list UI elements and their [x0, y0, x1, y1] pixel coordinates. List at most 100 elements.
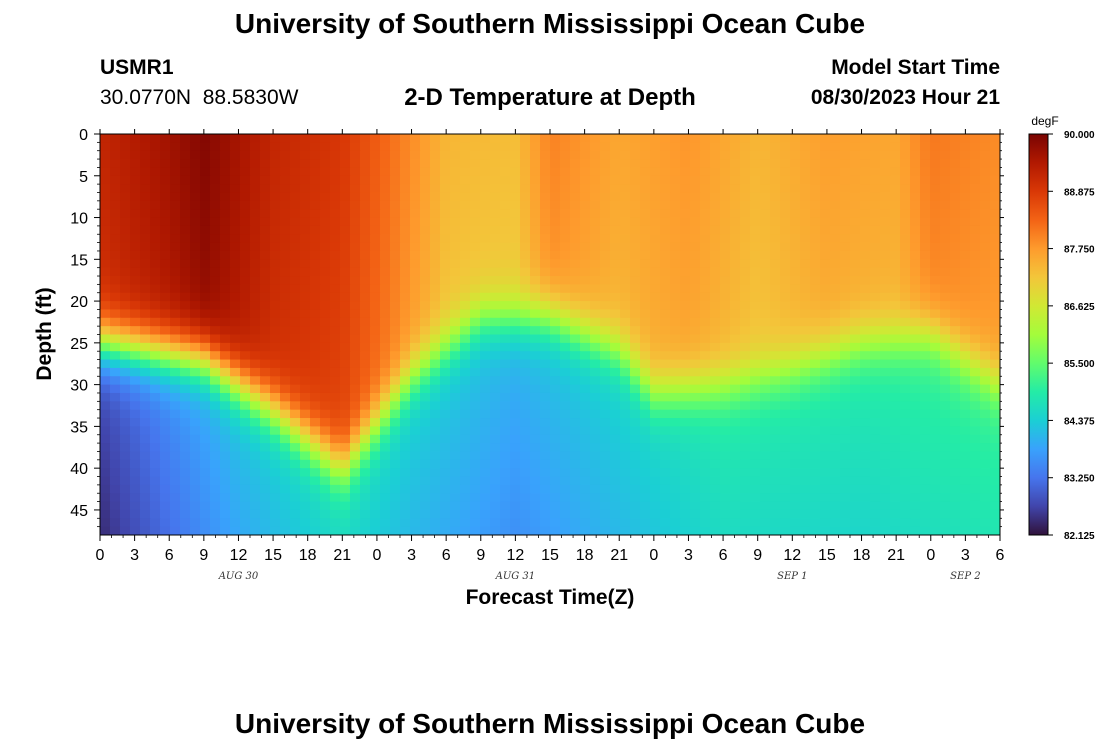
heatmap-cell — [630, 401, 641, 411]
heatmap-cell — [460, 150, 471, 160]
heatmap-cell — [800, 184, 811, 194]
heatmap-cell — [920, 367, 931, 377]
heatmap-cell — [180, 384, 191, 394]
heatmap-cell — [400, 150, 411, 160]
heatmap-cell — [530, 217, 541, 227]
heatmap-cell — [410, 301, 421, 311]
heatmap-cell — [340, 200, 351, 210]
heatmap-cell — [200, 175, 211, 185]
heatmap-cell — [910, 526, 921, 535]
heatmap-cell — [570, 217, 581, 227]
heatmap-cell — [940, 526, 951, 535]
heatmap-cell — [640, 134, 651, 143]
heatmap-cell — [360, 326, 371, 336]
heatmap-cell — [510, 159, 521, 169]
heatmap-cell — [290, 234, 301, 244]
heatmap-cell — [110, 493, 121, 503]
heatmap-cell — [620, 351, 631, 361]
heatmap-cell — [540, 342, 551, 352]
heatmap-cell — [870, 192, 881, 202]
heatmap-cell — [620, 334, 631, 344]
heatmap-cell — [320, 459, 331, 469]
heatmap-cell — [700, 443, 711, 453]
heatmap-cell — [620, 359, 631, 369]
heatmap-cell — [740, 493, 751, 503]
heatmap-cell — [580, 484, 591, 494]
heatmap-cell — [620, 317, 631, 327]
heatmap-cell — [380, 184, 391, 194]
heatmap-cell — [620, 392, 631, 402]
heatmap-cell — [640, 426, 651, 436]
heatmap-cell — [320, 184, 331, 194]
heatmap-cell — [200, 367, 211, 377]
heatmap-cell — [420, 250, 431, 260]
heatmap-cell — [920, 192, 931, 202]
heatmap-cell — [360, 392, 371, 402]
heatmap-cell — [200, 443, 211, 453]
heatmap-cell — [830, 376, 841, 386]
heatmap-cell — [460, 225, 471, 235]
heatmap-cell — [110, 426, 121, 436]
heatmap-cell — [360, 351, 371, 361]
heatmap-cell — [780, 459, 791, 469]
heatmap-cell — [310, 501, 321, 511]
heatmap-cell — [140, 376, 151, 386]
heatmap-cell — [350, 309, 361, 319]
heatmap-cell — [720, 509, 731, 519]
heatmap-cell — [320, 426, 331, 436]
heatmap-cell — [800, 451, 811, 461]
heatmap-cell — [210, 451, 221, 461]
heatmap-cell — [920, 426, 931, 436]
heatmap-cell — [660, 401, 671, 411]
heatmap-cell — [200, 225, 211, 235]
heatmap-cell — [390, 342, 401, 352]
heatmap-cell — [160, 301, 171, 311]
heatmap-cell — [550, 259, 561, 269]
heatmap-cell — [400, 326, 411, 336]
heatmap-cell — [130, 501, 141, 511]
heatmap-cell — [680, 259, 691, 269]
heatmap-cell — [840, 217, 851, 227]
heatmap-cell — [810, 468, 821, 478]
heatmap-cell — [670, 134, 681, 143]
heatmap-cell — [740, 342, 751, 352]
heatmap-cell — [620, 150, 631, 160]
heatmap-cell — [520, 192, 531, 202]
heatmap-cell — [440, 501, 451, 511]
heatmap-cell — [350, 501, 361, 511]
heatmap-cell — [690, 267, 701, 277]
heatmap-cell — [130, 134, 141, 143]
heatmap-cell — [300, 359, 311, 369]
heatmap-cell — [280, 518, 291, 528]
heatmap-cell — [260, 326, 271, 336]
heatmap-cell — [110, 292, 121, 302]
heatmap-cell — [980, 409, 991, 419]
heatmap-cell — [720, 459, 731, 469]
heatmap-cell — [180, 501, 191, 511]
heatmap-cell — [350, 342, 361, 352]
heatmap-cell — [170, 434, 181, 444]
heatmap-cell — [550, 209, 561, 219]
heatmap-cell — [110, 434, 121, 444]
heatmap-cell — [990, 225, 1000, 235]
heatmap-cell — [840, 159, 851, 169]
y-tick-label: 15 — [70, 252, 88, 269]
heatmap-cell — [180, 359, 191, 369]
heatmap-cell — [740, 192, 751, 202]
heatmap-cell — [670, 250, 681, 260]
heatmap-cell — [910, 192, 921, 202]
heatmap-cell — [450, 351, 461, 361]
heatmap-cell — [520, 359, 531, 369]
heatmap-cell — [600, 292, 611, 302]
heatmap-cell — [950, 284, 961, 294]
heatmap-cell — [460, 351, 471, 361]
heatmap-cell — [620, 468, 631, 478]
heatmap-cell — [360, 284, 371, 294]
heatmap-cell — [410, 401, 421, 411]
heatmap-cell — [190, 234, 201, 244]
heatmap-cell — [660, 342, 671, 352]
heatmap-cell — [710, 376, 721, 386]
heatmap-cell — [750, 317, 761, 327]
heatmap-cell — [430, 501, 441, 511]
heatmap-cell — [740, 509, 751, 519]
